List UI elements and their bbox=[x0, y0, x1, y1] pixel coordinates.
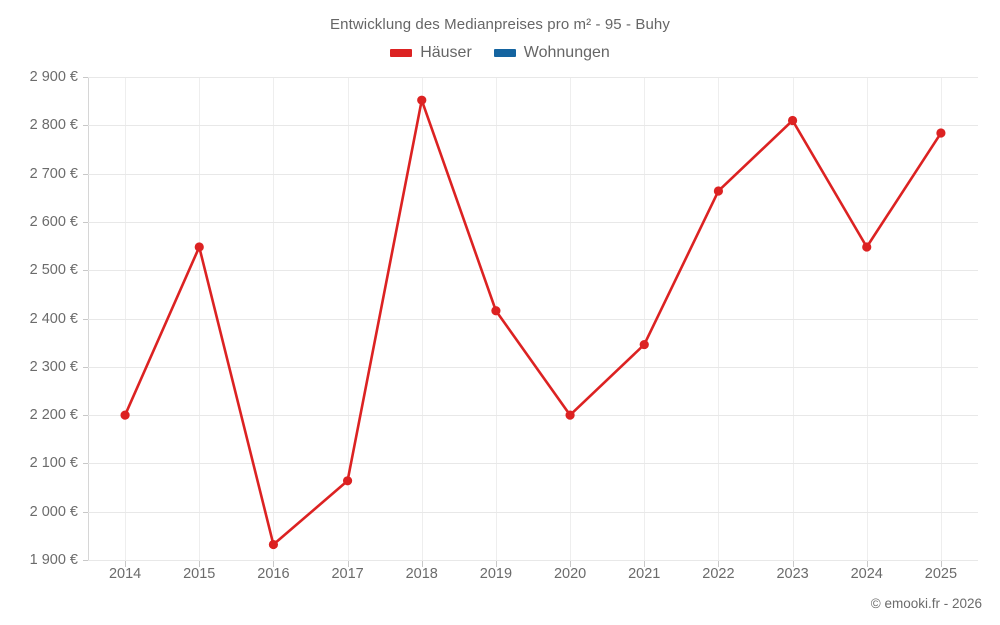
x-axis-tick-label: 2015 bbox=[183, 566, 216, 582]
legend-swatch-hauser bbox=[390, 49, 413, 57]
data-point[interactable] bbox=[936, 128, 946, 138]
series-line-1 bbox=[123, 98, 943, 546]
x-axis-tick-label: 2024 bbox=[850, 566, 883, 582]
y-axis-tick-label: 1 900 € bbox=[29, 552, 78, 568]
y-axis-labels: 2 900 € 2 800 € 2 700 € 2 600 € 2 500 € 2 400… bbox=[0, 0, 78, 625]
x-axis-tick-mark bbox=[125, 561, 127, 567]
gridline-horizontal bbox=[88, 125, 978, 127]
y-axis-tick-label: 2 800 € bbox=[29, 117, 78, 134]
data-point[interactable] bbox=[787, 115, 798, 126]
x-axis-tick-mark bbox=[940, 561, 942, 567]
x-axis-tick-label: 2023 bbox=[776, 566, 809, 582]
data-point[interactable] bbox=[713, 186, 724, 196]
y-axis-tick-label: 2 600 € bbox=[29, 213, 78, 230]
data-point[interactable] bbox=[268, 539, 279, 550]
x-axis-tick-mark bbox=[792, 561, 794, 567]
gridline-horizontal bbox=[88, 77, 978, 78]
legend-label-wohnungen: Wohnungen bbox=[523, 44, 610, 61]
x-axis-tick-mark bbox=[273, 561, 275, 567]
x-axis-tick-label: 2017 bbox=[331, 566, 364, 582]
gridline-horizontal bbox=[88, 560, 978, 561]
x-axis-tick-label: 2018 bbox=[405, 566, 438, 582]
chart-legend: Häuser Wohnungen bbox=[0, 44, 1000, 62]
y-axis-tick-mark bbox=[83, 560, 89, 561]
gridline-horizontal bbox=[88, 463, 978, 465]
y-axis-tick-mark bbox=[83, 173, 89, 175]
legend-item-hauser[interactable]: Häuser bbox=[390, 44, 472, 62]
y-axis-tick-label: 2 200 € bbox=[29, 407, 78, 424]
data-point[interactable] bbox=[342, 476, 353, 486]
x-axis-tick-label: 2022 bbox=[702, 566, 735, 582]
y-axis-tick-mark bbox=[83, 318, 89, 320]
y-axis-tick-mark bbox=[83, 415, 89, 417]
chart-title: Entwicklung des Medianpreises pro m² - 9… bbox=[330, 16, 670, 33]
y-axis-tick-label: 2 500 € bbox=[29, 262, 78, 279]
copyright-credit: © emooki.fr - 2026 bbox=[870, 596, 982, 611]
x-axis-tick-mark bbox=[495, 561, 497, 567]
gridline-horizontal bbox=[88, 415, 978, 417]
y-axis-tick-mark bbox=[83, 77, 89, 78]
y-axis-tick-mark bbox=[83, 463, 89, 465]
gridline-horizontal bbox=[88, 173, 978, 175]
x-axis-tick-label: 2025 bbox=[924, 566, 958, 582]
gridline-horizontal bbox=[88, 318, 978, 320]
legend-label-hauser: Häuser bbox=[420, 44, 472, 61]
series-layer bbox=[120, 95, 946, 550]
y-axis-tick-mark bbox=[83, 270, 89, 272]
legend-swatch-wohnungen bbox=[493, 49, 516, 57]
y-axis-tick-label: 2 400 € bbox=[29, 310, 78, 327]
x-axis-tick-mark bbox=[421, 561, 423, 567]
x-axis-tick-label: 2016 bbox=[257, 566, 290, 582]
gridline-horizontal bbox=[88, 366, 978, 368]
gridline-horizontal bbox=[88, 270, 978, 272]
y-axis-tick-label: 2 000 € bbox=[29, 503, 78, 520]
plot-area bbox=[88, 77, 978, 561]
data-point[interactable] bbox=[565, 410, 575, 420]
x-axis-tick-label: 2019 bbox=[479, 566, 513, 582]
data-point[interactable] bbox=[417, 95, 427, 105]
x-axis-tick-mark bbox=[347, 561, 349, 567]
x-axis-tick-mark bbox=[644, 561, 646, 567]
data-point[interactable] bbox=[194, 242, 204, 252]
y-axis-tick-mark bbox=[83, 366, 89, 368]
x-axis-tick-mark bbox=[866, 561, 868, 567]
y-axis-tick-label: 2 900 € bbox=[29, 69, 78, 85]
y-axis-tick-mark bbox=[83, 511, 89, 513]
y-axis-tick-label: 2 100 € bbox=[29, 455, 78, 472]
x-axis-tick-mark bbox=[199, 561, 201, 567]
y-axis-tick-mark bbox=[83, 125, 89, 127]
gridline-horizontal bbox=[88, 221, 978, 223]
data-point[interactable] bbox=[120, 410, 130, 420]
x-axis-tick-mark bbox=[570, 561, 572, 567]
gridline-horizontal bbox=[88, 511, 978, 513]
y-axis-tick-label: 2 700 € bbox=[29, 165, 78, 182]
x-axis-tick-label: 2021 bbox=[628, 566, 661, 582]
data-point[interactable] bbox=[639, 339, 649, 350]
x-axis-tick-label: 2020 bbox=[553, 566, 587, 582]
data-point[interactable] bbox=[491, 306, 501, 316]
y-axis-tick-label: 2 300 € bbox=[29, 358, 78, 375]
data-point[interactable] bbox=[862, 242, 872, 252]
x-axis-tick-mark bbox=[718, 561, 720, 567]
x-axis-tick-label: 2014 bbox=[108, 566, 142, 582]
y-axis-tick-mark bbox=[83, 221, 89, 223]
legend-item-wohnungen[interactable]: Wohnungen bbox=[493, 44, 610, 62]
